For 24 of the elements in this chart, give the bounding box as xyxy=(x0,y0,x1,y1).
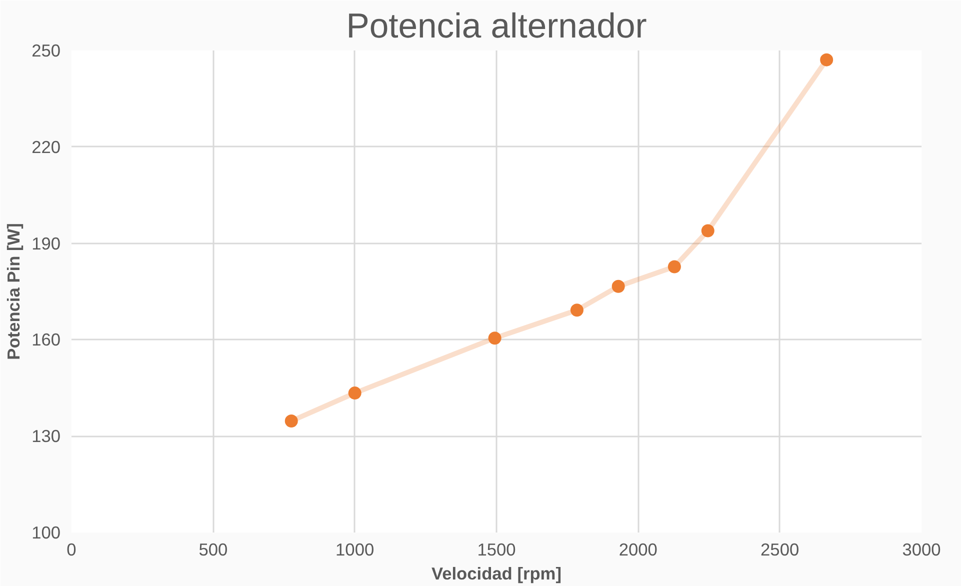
point xyxy=(284,414,298,428)
point xyxy=(820,53,834,66)
y-tick-label: 190 xyxy=(32,233,61,254)
x-tick-label: 0 xyxy=(66,540,76,560)
x-tick-label: 1500 xyxy=(477,540,516,560)
y-tick-label: 160 xyxy=(32,330,61,350)
y-tick-label: 250 xyxy=(32,40,61,60)
point xyxy=(488,332,502,345)
x-axis-title: Velocidad [rpm] xyxy=(432,564,562,584)
point xyxy=(612,280,625,293)
y-tick-label: 100 xyxy=(32,522,61,542)
x-tick-label: 1000 xyxy=(336,540,374,560)
point xyxy=(668,260,681,274)
point xyxy=(701,224,714,238)
y-tick-label: 220 xyxy=(32,136,61,157)
point xyxy=(348,386,362,400)
x-tick-label: 3000 xyxy=(902,540,941,560)
x-tick-label: 2000 xyxy=(618,540,658,560)
chart-title: Potencia alternador xyxy=(346,8,647,46)
point xyxy=(570,304,584,317)
x-tick-label: 2500 xyxy=(760,540,800,560)
y-axis-title: Potencia Pin [W] xyxy=(4,223,24,360)
x-tick-label: 500 xyxy=(198,540,228,560)
y-tick-label: 130 xyxy=(32,426,61,446)
